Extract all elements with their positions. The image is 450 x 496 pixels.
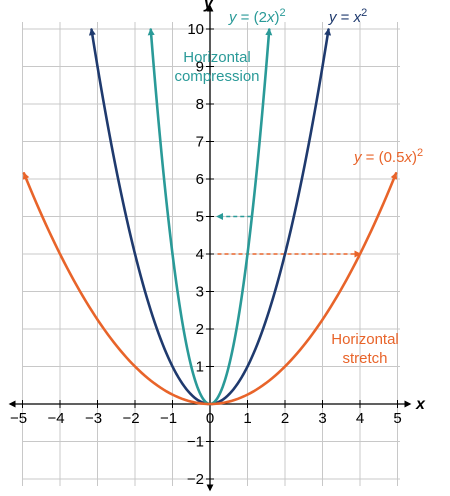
label-2x-squared: y = (2x)2 bbox=[228, 7, 286, 26]
x-tick-label: −3 bbox=[85, 410, 102, 427]
y-tick-label: −2 bbox=[187, 471, 204, 488]
y-tick-label: 7 bbox=[196, 134, 204, 151]
y-tick-label: 1 bbox=[196, 359, 204, 376]
x-tick-label: 0 bbox=[206, 410, 214, 427]
y-tick-label: 10 bbox=[187, 21, 204, 38]
x-tick-label: −5 bbox=[10, 410, 27, 427]
y-tick-label: 4 bbox=[196, 246, 204, 263]
x-tick-label: −1 bbox=[160, 410, 177, 427]
x-tick-label: 2 bbox=[281, 410, 289, 427]
y-tick-label: 8 bbox=[196, 96, 204, 113]
y-tick-label: 5 bbox=[196, 209, 204, 226]
annotation-compression: Horizontal compression bbox=[174, 49, 259, 85]
y-tick-label: −1 bbox=[187, 434, 204, 451]
annotation-stretch: Horizontal stretch bbox=[331, 331, 399, 367]
x-tick-label: 4 bbox=[356, 410, 364, 427]
x-axis-title: x bbox=[415, 396, 426, 413]
x-tick-label: 5 bbox=[393, 410, 401, 427]
label-x-squared: y = x2 bbox=[328, 7, 367, 26]
label-half-x-squared: y = (0.5x)2 bbox=[353, 147, 423, 166]
x-tick-label: 1 bbox=[243, 410, 251, 427]
y-tick-label: 6 bbox=[196, 171, 204, 188]
x-tick-label: −4 bbox=[47, 410, 64, 427]
x-tick-label: −2 bbox=[122, 410, 139, 427]
y-tick-label: 3 bbox=[196, 284, 204, 301]
parabola-half-x-squared bbox=[22, 172, 398, 406]
y-tick-label: 2 bbox=[196, 321, 204, 338]
x-tick-label: 3 bbox=[318, 410, 326, 427]
y-tick-label: 9 bbox=[196, 59, 204, 76]
y-axis-title: y bbox=[203, 0, 214, 12]
